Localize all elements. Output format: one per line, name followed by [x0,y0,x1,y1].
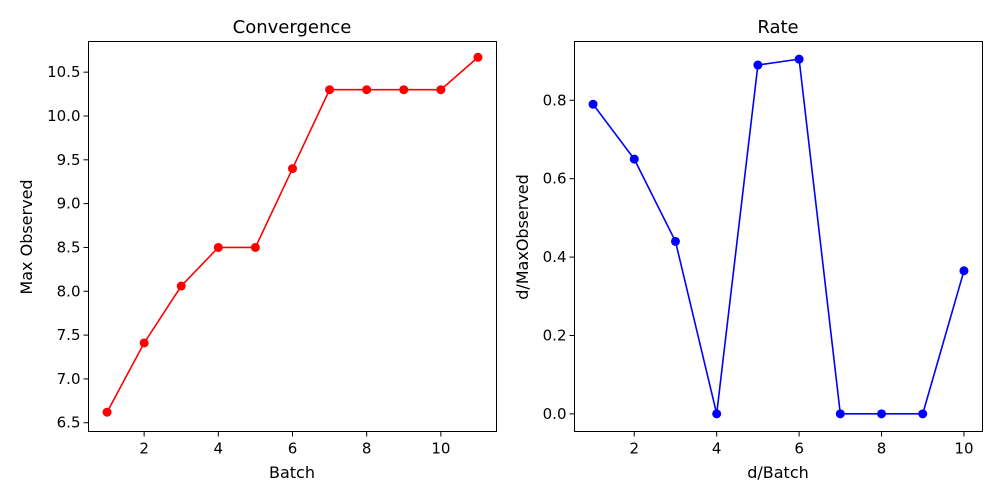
data-point [176,281,186,291]
data-point [877,409,887,419]
x-axis-label: d/Batch [747,463,809,482]
axis-ticks: 2 4 6 8 10 0.0 0.2 0.4 0.6 0.8 [543,91,974,457]
data-point [670,236,680,246]
data-point [629,154,639,164]
data-point [436,85,446,95]
data-point [794,54,804,64]
plot-frame [88,41,497,432]
data-point [473,52,483,62]
series-line [592,58,965,415]
y-tick-label: 9.5 [57,151,81,169]
x-tick-label: 10 [954,440,973,458]
plot-frame [574,41,983,432]
convergence-panel: Convergence Batch Max Observed 2 4 6 8 10 6.5… [17,17,497,482]
chart-title: Convergence [233,17,352,38]
x-tick-label: 6 [794,440,804,458]
x-tick-label: 2 [139,440,149,458]
x-tick-label: 2 [629,440,639,458]
data-point [139,338,149,348]
data-point [959,266,969,276]
data-point [102,407,112,417]
x-tick-label: 4 [214,440,224,458]
y-tick-label: 0.6 [543,170,567,188]
axis-ticks: 2 4 6 8 10 6.5 7.0 7.5 8.0 8.5 9.0 9.5 10.0 10.5 [47,63,450,457]
data-point [712,409,722,419]
x-tick-label: 6 [288,440,298,458]
x-tick-label: 4 [712,440,722,458]
y-axis-label: d/MaxObserved [513,174,532,300]
x-axis-label: Batch [269,463,315,482]
y-tick-label: 0.2 [543,326,567,344]
y-tick-label: 0.4 [543,248,567,266]
y-tick-label: 10.5 [47,63,80,81]
data-point [250,242,260,252]
y-axis-label: Max Observed [17,179,36,294]
plot-marks [588,54,969,419]
chart-title: Rate [757,17,798,38]
x-tick-label: 8 [877,440,887,458]
y-tick-label: 7.0 [57,370,81,388]
y-tick-label: 0.8 [543,91,567,109]
rate-panel: Rate d/Batch d/MaxObserved 2 4 6 8 10 0.0 0.2 0… [513,17,983,482]
y-tick-label: 0.0 [543,405,567,423]
data-point [288,164,297,174]
data-point [588,99,598,109]
y-tick-label: 6.5 [57,414,81,432]
y-tick-label: 8.5 [57,238,81,256]
y-tick-label: 9.0 [57,195,81,213]
data-point [753,60,763,70]
plot-marks [102,52,483,417]
data-point [362,85,372,95]
data-point [325,85,335,95]
x-tick-label: 8 [362,440,372,458]
y-tick-label: 10.0 [47,107,80,125]
data-point [213,242,223,252]
y-tick-label: 8.0 [57,282,81,300]
y-tick-label: 7.5 [57,326,81,344]
data-point [918,409,928,419]
data-point [399,85,409,95]
x-tick-label: 10 [431,440,450,458]
data-point [835,409,845,419]
